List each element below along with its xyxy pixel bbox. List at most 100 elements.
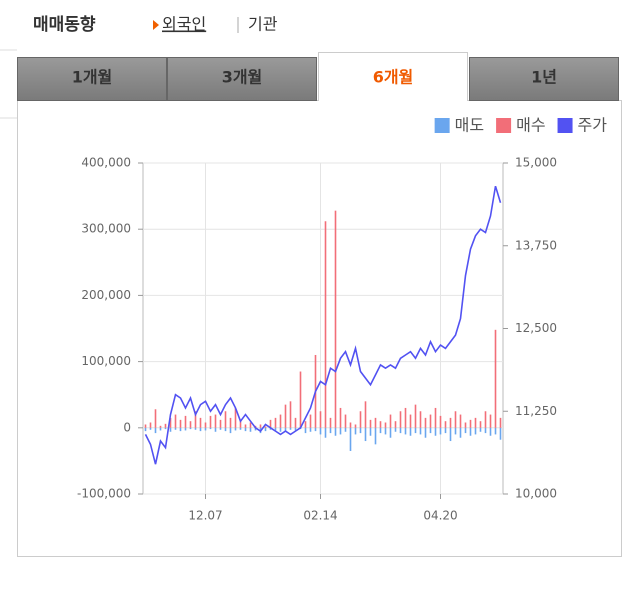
bar: [499, 427, 502, 440]
bar: [214, 427, 217, 432]
bar: [189, 421, 192, 428]
bar: [449, 427, 452, 442]
bar: [279, 414, 282, 428]
bar: [194, 411, 197, 428]
period-tab[interactable]: [167, 57, 317, 101]
x-tick-label: 02.14: [303, 509, 337, 523]
bar: [319, 411, 322, 428]
bar: [309, 427, 312, 432]
bar: [419, 427, 422, 435]
bar: [409, 427, 412, 436]
bar: [269, 427, 272, 430]
legend-swatch: [496, 118, 512, 133]
bar: [229, 427, 232, 434]
bar: [289, 427, 292, 430]
period-tab-label[interactable]: 3개월: [222, 68, 263, 87]
period-tab[interactable]: [17, 57, 167, 101]
bar: [404, 427, 407, 435]
bar: [339, 427, 342, 435]
bar: [169, 417, 172, 428]
bar: [304, 421, 307, 428]
bar: [264, 426, 267, 428]
bar: [424, 427, 427, 438]
bar: [144, 427, 147, 432]
bar: [274, 427, 277, 431]
bar: [349, 427, 352, 451]
bar: [149, 422, 152, 428]
bar: [174, 427, 177, 430]
bar: [449, 417, 452, 428]
legend-label: 주가: [578, 116, 608, 135]
price-line: [144, 185, 502, 465]
bar: [414, 427, 417, 434]
y-tick-label: 200,000: [81, 288, 131, 302]
bar: [359, 427, 362, 434]
bar: [339, 407, 342, 428]
period-tab[interactable]: [469, 57, 619, 101]
bar: [279, 427, 282, 432]
legend-swatch: [434, 118, 450, 133]
bar: [274, 417, 277, 428]
y2-tick-label: 11,250: [515, 404, 557, 418]
investor-tab[interactable]: 기관: [248, 15, 278, 34]
bar: [389, 427, 392, 438]
bar: [299, 371, 302, 428]
bar: [149, 427, 152, 430]
bar: [144, 424, 147, 428]
bar: [434, 407, 437, 428]
bar: [199, 417, 202, 428]
bar: [239, 421, 242, 428]
bar: [184, 415, 187, 428]
bar: [439, 427, 442, 435]
bar: [484, 411, 487, 428]
bar: [379, 421, 382, 428]
bar: [264, 427, 267, 432]
bar: [354, 424, 357, 428]
bar: [394, 421, 397, 428]
bar: [204, 427, 207, 431]
bar: [434, 427, 437, 436]
bar: [294, 427, 297, 431]
bar: [249, 427, 252, 432]
bar: [194, 427, 197, 430]
y-tick-label: 400,000: [81, 156, 131, 170]
bar: [179, 427, 182, 432]
bar: [369, 419, 372, 428]
bar: [289, 401, 292, 428]
bar: [429, 414, 432, 428]
bar: [479, 421, 482, 428]
bar: [464, 427, 467, 434]
bar: [209, 415, 212, 428]
bar: [399, 427, 402, 434]
bar: [159, 425, 162, 428]
bar: [499, 417, 502, 428]
bar: [454, 427, 457, 435]
bar: [294, 417, 297, 428]
period-tab-label[interactable]: 1개월: [72, 68, 113, 87]
widget-title: 매매동향: [33, 14, 96, 35]
bar: [189, 427, 192, 430]
bar: [404, 407, 407, 428]
bar: [334, 427, 337, 436]
bar: [184, 427, 187, 431]
bar: [389, 414, 392, 428]
bar: [179, 419, 182, 428]
bar: [199, 427, 202, 432]
bar: [494, 427, 497, 435]
bar: [259, 424, 262, 428]
period-tab-label[interactable]: 6개월: [373, 68, 414, 87]
bar: [474, 427, 477, 435]
period-tab-label[interactable]: 1년: [531, 68, 557, 87]
y2-tick-label: 13,750: [515, 238, 557, 252]
y2-tick-label: 15,000: [515, 156, 557, 170]
bar: [154, 427, 157, 434]
y-tick-label: 0: [123, 420, 131, 434]
bar: [214, 414, 217, 428]
bar: [429, 427, 432, 434]
bar: [444, 427, 447, 434]
bar: [224, 411, 227, 428]
bar: [489, 414, 492, 428]
investor-tab[interactable]: 외국인: [162, 15, 206, 34]
bar: [494, 329, 497, 428]
bar: [409, 414, 412, 428]
